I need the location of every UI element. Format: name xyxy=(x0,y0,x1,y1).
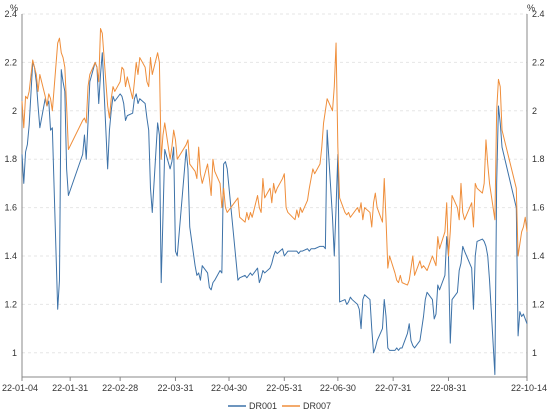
x-tick-label: 22-07-31 xyxy=(375,383,411,393)
x-tick-label: 22-01-31 xyxy=(52,383,88,393)
y-tick-label-left: 1 xyxy=(12,348,17,358)
y-axis-unit-right: % xyxy=(527,3,535,13)
y-tick-label-right: 1.6 xyxy=(532,203,545,213)
series-layer xyxy=(21,28,528,376)
y-tick-label-right: 2.4 xyxy=(532,9,545,19)
legend-item-dr001[interactable]: DR001 xyxy=(228,401,277,411)
y-tick-label-left: 1.8 xyxy=(4,154,17,164)
y-tick-label-left: 1.6 xyxy=(4,203,17,213)
x-tick-label: 22-05-31 xyxy=(266,383,302,393)
y-tick-label-right: 1 xyxy=(532,348,537,358)
legend[interactable]: DR001 DR007 xyxy=(228,401,331,411)
y-tick-label-left: 2 xyxy=(12,106,17,116)
x-tick-label: 22-04-30 xyxy=(211,383,247,393)
y-tick-label-right: 1.4 xyxy=(532,251,545,261)
y-tick-label-right: 2 xyxy=(532,106,537,116)
x-tick-label: 22-10-14 xyxy=(511,383,547,393)
x-tick-label: 22-02-28 xyxy=(102,383,138,393)
axis-layer: 1 1 1.2 1.2 1.4 1.4 1.6 1.6 1.8 1.8 2 2 2.2 2.2 2.4 2.4… xyxy=(2,3,547,393)
y-tick-label-right: 1.8 xyxy=(532,154,545,164)
grid-layer xyxy=(22,13,527,354)
x-tick-label: 22-03-31 xyxy=(157,383,193,393)
x-tick-label: 22-08-31 xyxy=(430,383,466,393)
legend-item-dr007[interactable]: DR007 xyxy=(282,401,331,411)
legend-label-dr001: DR001 xyxy=(249,401,277,411)
y-tick-label-left: 2.2 xyxy=(4,57,17,67)
y-tick-label-left: 2.4 xyxy=(4,9,17,19)
y-tick-label-right: 1.2 xyxy=(532,299,545,309)
x-tick-label: 22-06-30 xyxy=(320,383,356,393)
y-tick-label-left: 1.4 xyxy=(4,251,17,261)
series-line-dr007 xyxy=(21,28,528,286)
y-axis-unit-left: % xyxy=(10,3,18,13)
x-tick-label: 22-01-04 xyxy=(2,383,38,393)
y-tick-label-left: 1.2 xyxy=(4,299,17,309)
legend-label-dr007: DR007 xyxy=(303,401,331,411)
y-tick-label-right: 2.2 xyxy=(532,57,545,67)
series-line-dr001 xyxy=(21,52,528,376)
